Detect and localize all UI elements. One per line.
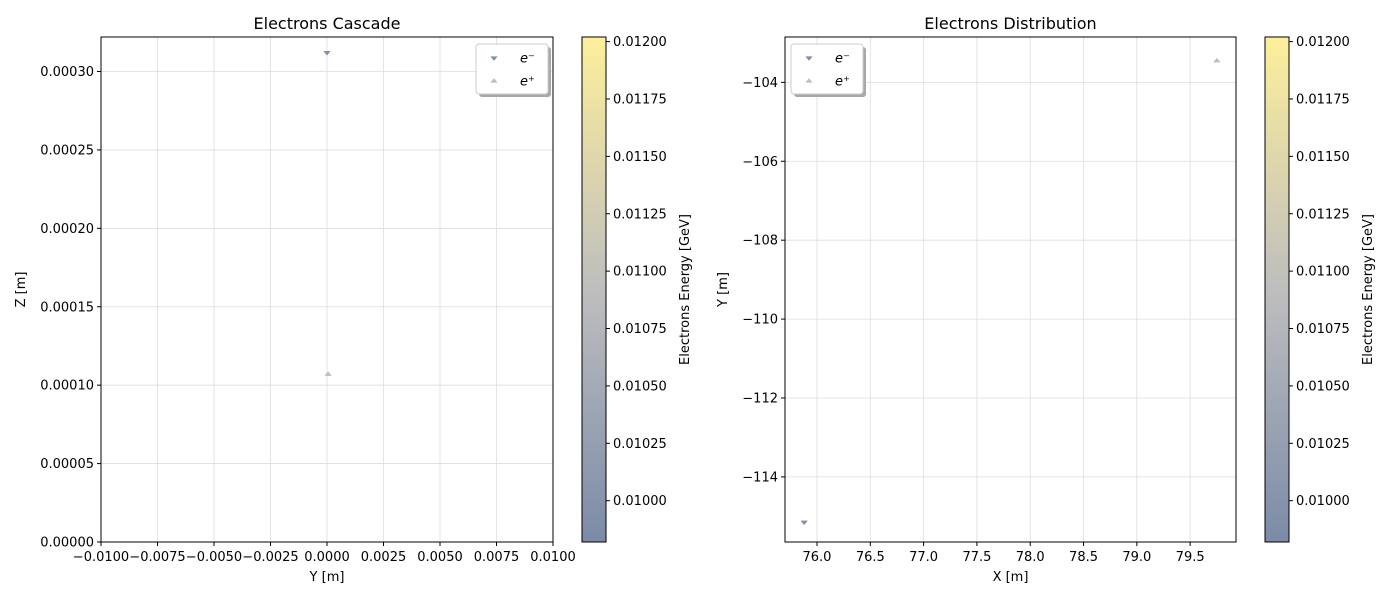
y-tick-label: 0.00005 — [40, 457, 94, 472]
x-tick-label: −0.0050 — [186, 550, 242, 565]
x-tick-label: 0.0025 — [361, 550, 407, 565]
colorbar-tick-label: 0.01125 — [613, 207, 667, 222]
legend-label: e⁻ — [835, 52, 850, 67]
x-axis-label: X [m] — [993, 570, 1029, 585]
legend-label: e⁺ — [520, 75, 535, 90]
colorbar-tick-label: 0.01050 — [613, 379, 667, 394]
data-point-electron — [323, 51, 331, 56]
x-tick-label: 0.0000 — [304, 550, 350, 565]
y-tick-label: −114 — [742, 470, 778, 485]
colorbar-tick-label: 0.01150 — [1296, 150, 1350, 165]
colorbar-tick-label: 0.01100 — [1296, 265, 1350, 280]
x-tick-label: −0.0025 — [242, 550, 298, 565]
x-tick-label: 0.0075 — [474, 550, 520, 565]
x-tick-label: −0.0075 — [129, 550, 185, 565]
chart-electrons-distribution: 76.0 76.5 77.0 77.5 78.0 78.5 79.0 79.5 −114 −112… — [716, 14, 1376, 585]
colorbar-tick-label: 0.01075 — [613, 322, 667, 337]
y-tick-label: 0.00015 — [40, 300, 94, 315]
legend-marker — [805, 56, 813, 61]
colorbar-tick-label: 0.01075 — [1296, 322, 1350, 337]
x-tick-label: 0.0050 — [417, 550, 463, 565]
y-tick-label: 0.00000 — [40, 536, 94, 551]
x-tick-label: 78.0 — [1016, 550, 1045, 565]
colorbar-tick-label: 0.01125 — [1296, 207, 1350, 222]
y-tick-label: 0.00020 — [40, 222, 94, 237]
x-tick-label: 77.0 — [909, 550, 938, 565]
y-axis-label: Y [m] — [716, 272, 731, 308]
x-tick-label: 77.5 — [962, 550, 991, 565]
colorbar-tick-label: 0.01200 — [1296, 35, 1350, 50]
colorbar-tick-label: 0.01025 — [613, 437, 667, 452]
legend-label: e⁺ — [835, 75, 850, 90]
y-tick-label: 0.00025 — [40, 143, 94, 158]
legend-marker — [805, 78, 813, 83]
colorbar-tick-label: 0.01150 — [613, 150, 667, 165]
y-tick-label: −108 — [742, 234, 778, 249]
y-axis-label: Z [m] — [14, 272, 29, 308]
data-point-electron — [800, 520, 808, 526]
colorbar-label: Electrons Energy [GeV] — [1361, 214, 1376, 365]
colorbar-tick-label: 0.01175 — [1296, 92, 1350, 107]
colorbar — [1264, 36, 1290, 543]
legend-label: e⁻ — [520, 52, 535, 67]
data-point-positron — [324, 371, 332, 376]
colorbar-tick-label: 0.01200 — [613, 35, 667, 50]
colorbar-tick-label: 0.01050 — [1296, 379, 1350, 394]
data-point-positron — [1213, 57, 1221, 63]
x-axis-label: Y [m] — [309, 570, 345, 585]
legend-marker — [490, 56, 498, 61]
x-tick-label: 79.5 — [1176, 550, 1205, 565]
colorbar-tick-label: 0.01000 — [613, 494, 667, 509]
y-tick-label: −110 — [742, 313, 778, 328]
plot-frame — [784, 36, 1237, 543]
colorbar-tick-label: 0.01100 — [613, 265, 667, 280]
x-tick-label: −0.0100 — [73, 550, 129, 565]
chart-title: Electrons Cascade — [254, 14, 401, 33]
x-tick-label: 76.5 — [856, 550, 885, 565]
y-tick-label: 0.00030 — [40, 65, 94, 80]
colorbar-label: Electrons Energy [GeV] — [678, 214, 693, 365]
x-tick-label: 0.0100 — [530, 550, 576, 565]
x-tick-label: 76.0 — [803, 550, 832, 565]
legend-box — [475, 43, 549, 95]
x-tick-label: 79.0 — [1122, 550, 1151, 565]
legend-box — [790, 43, 864, 95]
legend-marker — [490, 78, 498, 83]
chart-title: Electrons Distribution — [924, 14, 1096, 33]
x-tick-label: 78.5 — [1069, 550, 1098, 565]
colorbar-tick-label: 0.01175 — [613, 92, 667, 107]
y-tick-label: −104 — [742, 76, 778, 91]
y-tick-label: −112 — [742, 391, 778, 406]
chart-electrons-cascade: −0.0100 −0.0075 −0.0050 −0.0025 0.0000 0.0025… — [14, 14, 693, 585]
colorbar-tick-label: 0.01000 — [1296, 494, 1350, 509]
plot-frame — [100, 36, 554, 543]
colorbar — [581, 36, 607, 543]
y-tick-label: −106 — [742, 155, 778, 170]
y-tick-label: 0.00010 — [40, 379, 94, 394]
colorbar-tick-label: 0.01025 — [1296, 437, 1350, 452]
